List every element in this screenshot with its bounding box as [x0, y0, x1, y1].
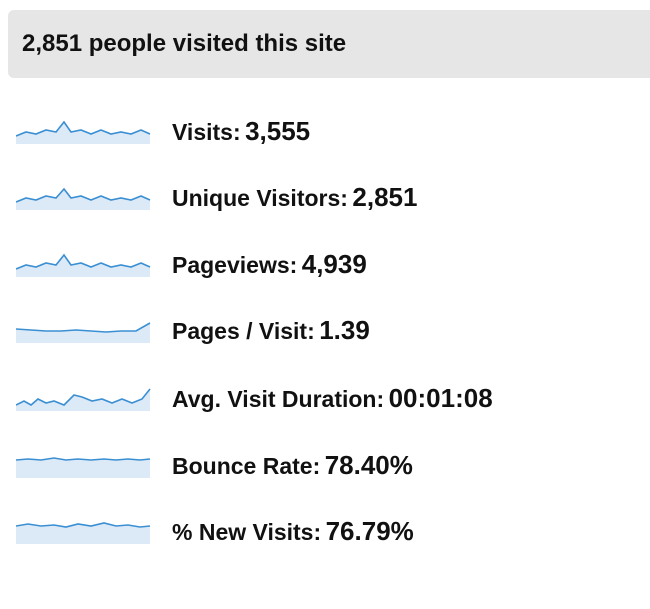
sparkline — [16, 388, 151, 411]
metric-value: 2,851 — [352, 182, 418, 212]
metric-label: % New Visits: — [172, 519, 322, 545]
metric-text: Bounce Rate: 78.40% — [172, 450, 413, 481]
metric-row: Visits: 3,555 — [0, 108, 650, 158]
metric-value: 4,939 — [301, 249, 367, 279]
metric-value: 76.79% — [325, 516, 414, 546]
sparkline — [16, 120, 151, 144]
metric-row: Pageviews: 4,939 — [0, 241, 650, 291]
metric-label: Pages / Visit: — [172, 318, 315, 344]
header: 2,851 people visited this site — [8, 10, 650, 78]
metric-row: % New Visits: 76.79% — [0, 508, 650, 558]
metric-text: Visits: 3,555 — [172, 116, 310, 147]
metric-row: Unique Visitors: 2,851 — [0, 174, 650, 224]
metric-value: 3,555 — [245, 116, 311, 146]
metric-value: 78.40% — [324, 450, 413, 480]
metric-row: Pages / Visit: 1.39 — [0, 307, 650, 357]
metric-value: 1.39 — [319, 315, 370, 345]
sparkline — [16, 457, 151, 478]
metric-value: 00:01:08 — [388, 383, 493, 413]
metric-text: Pages / Visit: 1.39 — [172, 315, 370, 346]
metric-row: Bounce Rate: 78.40% — [0, 442, 650, 492]
metric-label: Avg. Visit Duration: — [172, 386, 385, 412]
metric-label: Visits: — [172, 119, 241, 145]
metric-label: Pageviews: — [172, 252, 298, 278]
sparkline — [16, 322, 151, 343]
metric-text: Avg. Visit Duration: 00:01:08 — [172, 383, 493, 414]
sparkline — [16, 253, 151, 277]
header-title: 2,851 people visited this site — [22, 30, 347, 57]
metric-text: Pageviews: 4,939 — [172, 249, 367, 280]
metric-row: Avg. Visit Duration: 00:01:08 — [0, 375, 650, 425]
metric-label: Unique Visitors: — [172, 185, 348, 211]
sparkline — [16, 522, 151, 544]
metric-label: Bounce Rate: — [172, 453, 321, 479]
sparkline — [16, 187, 151, 210]
metric-text: Unique Visitors: 2,851 — [172, 182, 417, 213]
metric-text: % New Visits: 76.79% — [172, 516, 414, 547]
